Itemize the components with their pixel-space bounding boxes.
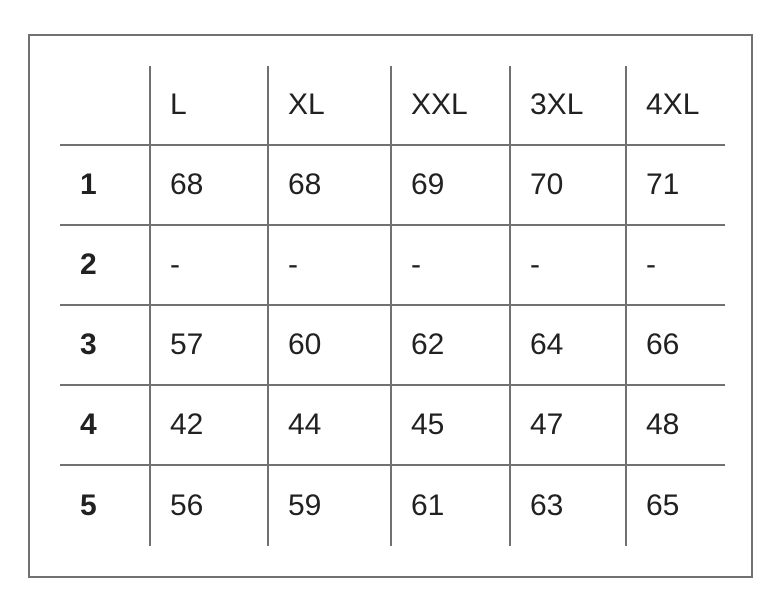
row-label: 1 (60, 144, 151, 226)
table-cell: 59 (267, 464, 392, 546)
corner-cell (60, 66, 151, 146)
column-header-4xl: 4XL (625, 66, 725, 146)
column-header-xxl: XXL (390, 66, 511, 146)
table-cell: 66 (625, 304, 725, 386)
row-label: 4 (60, 384, 151, 466)
size-chart-table: L XL XXL 3XL 4XL 1 68 68 69 70 71 2 - - … (60, 66, 725, 546)
table-cell: - (509, 224, 627, 306)
table-cell: 71 (625, 144, 725, 226)
table-row: 5 56 59 61 63 65 (60, 464, 725, 546)
table-cell: 44 (267, 384, 392, 466)
table-cell: 70 (509, 144, 627, 226)
table-cell: 64 (509, 304, 627, 386)
size-chart-frame: L XL XXL 3XL 4XL 1 68 68 69 70 71 2 - - … (28, 34, 753, 578)
table-cell: 69 (390, 144, 511, 226)
table-cell: 47 (509, 384, 627, 466)
table-cell: 61 (390, 464, 511, 546)
table-cell: - (390, 224, 511, 306)
table-cell: - (149, 224, 269, 306)
table-cell: 62 (390, 304, 511, 386)
row-label: 3 (60, 304, 151, 386)
table-cell: 60 (267, 304, 392, 386)
table-cell: 63 (509, 464, 627, 546)
row-label: 5 (60, 464, 151, 546)
table-cell: 65 (625, 464, 725, 546)
table-row: 2 - - - - - (60, 224, 725, 306)
table-cell: 56 (149, 464, 269, 546)
row-label: 2 (60, 224, 151, 306)
header-row: L XL XXL 3XL 4XL (60, 66, 725, 146)
table-cell: 68 (267, 144, 392, 226)
table-cell: 57 (149, 304, 269, 386)
column-header-3xl: 3XL (509, 66, 627, 146)
table-cell: 45 (390, 384, 511, 466)
table-cell: - (267, 224, 392, 306)
table-row: 1 68 68 69 70 71 (60, 144, 725, 226)
column-header-xl: XL (267, 66, 392, 146)
table-cell: 42 (149, 384, 269, 466)
table-cell: 48 (625, 384, 725, 466)
column-header-l: L (149, 66, 269, 146)
table-row: 3 57 60 62 64 66 (60, 304, 725, 386)
table-cell: - (625, 224, 725, 306)
table-cell: 68 (149, 144, 269, 226)
table-row: 4 42 44 45 47 48 (60, 384, 725, 466)
